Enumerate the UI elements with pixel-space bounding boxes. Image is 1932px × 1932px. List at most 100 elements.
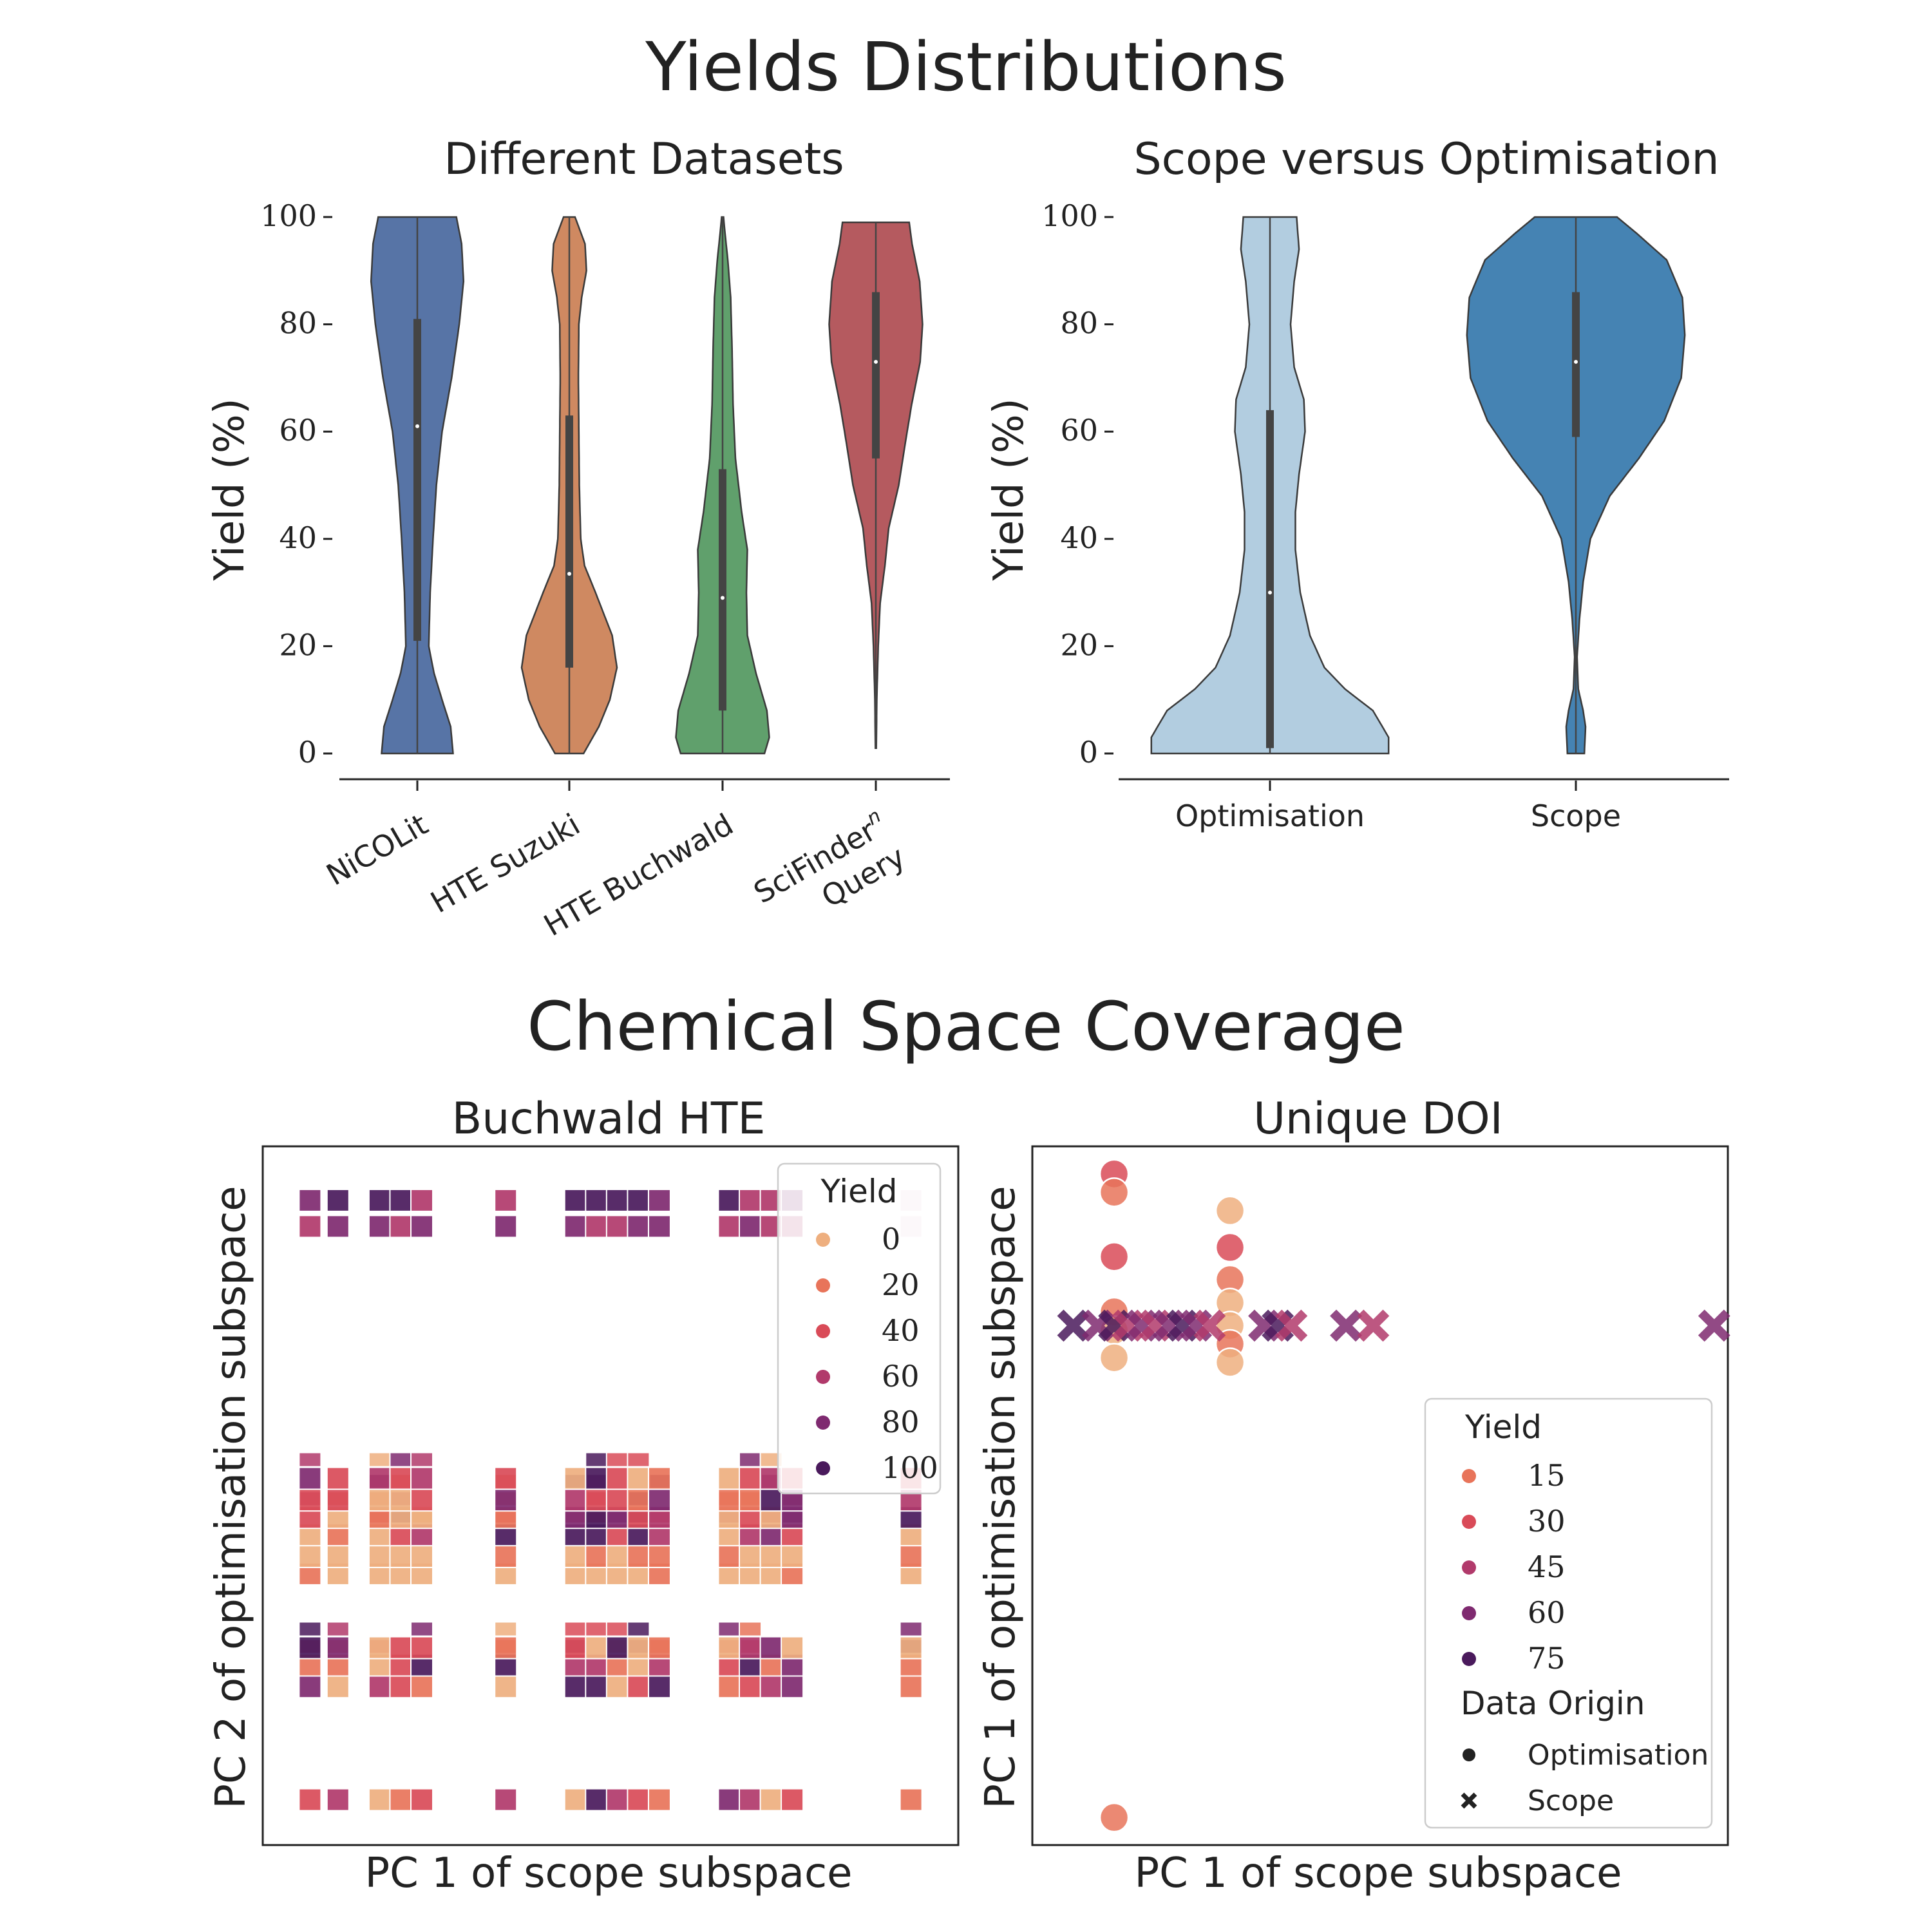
legend-label-45: 45 — [1528, 1549, 1566, 1584]
plot-frame — [1031, 1145, 1729, 1846]
y-tick-label: 100 — [260, 198, 317, 233]
scatter-marker — [585, 1788, 609, 1812]
violin-left-title: Different Datasets — [444, 134, 844, 185]
scatter-chart-unique-doi: Yield 15 30 45 60 75 Data Origin Optimisation Sc… — [1031, 1145, 1730, 1846]
legend-box — [1424, 1397, 1713, 1829]
y-tick-label: 0 — [1079, 735, 1098, 770]
x-tick-label-line: NiCOLit — [321, 807, 434, 893]
scatter-point-optimisation — [1099, 1802, 1130, 1833]
scatter-marker — [410, 1544, 434, 1568]
iqr-box-scope — [1572, 292, 1580, 437]
scatter-marker — [410, 1621, 434, 1637]
scatter-point-scope — [1698, 1309, 1730, 1342]
scatter-marker — [298, 1621, 322, 1637]
scatter-marker — [585, 1188, 609, 1212]
scatter-marker — [717, 1488, 741, 1512]
scatter-marker — [717, 1215, 741, 1238]
scatter-marker — [326, 1188, 350, 1212]
scatter-marker — [739, 1636, 762, 1660]
legend-label-0: 0 — [882, 1222, 900, 1256]
scatter-marker — [759, 1636, 783, 1660]
scatter-marker — [647, 1466, 671, 1490]
violin-left-ylabel: Yield (%) — [206, 398, 254, 581]
legend-marker-0 — [816, 1233, 830, 1247]
scatter-marker — [368, 1636, 392, 1660]
scatter-marker — [410, 1452, 434, 1468]
scatter-point-scope — [1193, 1309, 1226, 1342]
scatter-marker — [410, 1788, 434, 1812]
scatter-marker — [410, 1488, 434, 1512]
scatter-point-scope — [1275, 1309, 1308, 1342]
scatter-marker — [739, 1188, 762, 1212]
legend-label-60: 60 — [1528, 1595, 1566, 1630]
scatter-marker — [410, 1636, 434, 1660]
scatter-marker — [647, 1544, 671, 1568]
median-scope — [1574, 359, 1578, 364]
scatter-marker — [410, 1466, 434, 1490]
median-nicolit — [415, 424, 419, 428]
superscript: n — [863, 804, 885, 830]
scatter-marker — [739, 1215, 762, 1238]
median-hte-suzuki — [567, 571, 571, 576]
y-tick-label: 40 — [1060, 520, 1098, 555]
scatter-marker — [389, 1188, 413, 1212]
scatter-marker — [368, 1215, 392, 1238]
scatter-marker — [494, 1788, 518, 1812]
scatter-marker — [298, 1188, 322, 1212]
scatter-marker — [717, 1636, 741, 1660]
scatter-marker — [717, 1188, 741, 1212]
scatter-marker — [605, 1452, 629, 1468]
scatter-marker — [389, 1452, 413, 1468]
iqr-box-hte-buchwald — [719, 469, 726, 711]
scatter-marker — [494, 1675, 518, 1699]
scatter-marker — [326, 1636, 350, 1660]
y-tick-label: 100 — [1041, 198, 1098, 233]
y-tick-label: 60 — [279, 413, 317, 448]
scatter-marker — [717, 1466, 741, 1490]
scatter-marker — [564, 1188, 587, 1212]
scatter-marker — [759, 1675, 783, 1699]
scatter-point-optimisation — [1099, 1177, 1130, 1208]
y-tick-label: 80 — [279, 306, 317, 341]
x-tick-label-nicolit: NiCOLit — [321, 807, 434, 893]
scatter-marker — [627, 1621, 650, 1637]
scatter-marker — [326, 1466, 350, 1490]
scatter-marker — [410, 1188, 434, 1212]
scatter-marker — [494, 1636, 518, 1660]
scatter-point-optimisation — [1215, 1347, 1245, 1378]
y-tick-label: 0 — [298, 735, 317, 770]
scatter-marker — [605, 1466, 629, 1490]
scatter-marker — [410, 1215, 434, 1238]
scatter-marker — [564, 1544, 587, 1568]
scatter-marker — [759, 1488, 783, 1512]
scatter-right-title: Unique DOI — [1253, 1094, 1502, 1144]
scatter-marker — [739, 1621, 762, 1637]
scatter-marker — [389, 1544, 413, 1568]
scatter-marker — [368, 1675, 392, 1699]
scatter-marker — [368, 1452, 392, 1468]
plot-frame — [261, 1145, 960, 1846]
scatter-marker — [564, 1675, 587, 1699]
scatter-point-optimisation — [1099, 1343, 1130, 1373]
scatter-marker — [605, 1675, 629, 1699]
scatter-marker — [605, 1621, 629, 1637]
scatter-marker — [899, 1636, 923, 1660]
scatter-marker — [781, 1544, 804, 1568]
scatter-point-scope — [1330, 1309, 1363, 1342]
scatter-marker — [627, 1675, 650, 1699]
legend-label-20: 20 — [882, 1267, 920, 1302]
scatter-marker — [326, 1215, 350, 1238]
scatter-marker — [389, 1675, 413, 1699]
scatter-marker — [605, 1636, 629, 1660]
legend-marker-scope — [1461, 1792, 1477, 1809]
x-tick-label-optimisation: Optimisation — [1175, 799, 1365, 833]
median-scifinder-n-query — [874, 359, 878, 364]
scatter-marker — [326, 1544, 350, 1568]
violin-chart-scope-vs-optimisation: 0 20 40 60 80 100 Optimisation Scope — [1041, 198, 1729, 833]
scatter-marker — [585, 1621, 609, 1637]
scatter-marker — [298, 1636, 322, 1660]
iqr-box-hte-suzuki — [565, 415, 573, 668]
figure-title-yields: Yields Distributions — [645, 28, 1287, 106]
scatter-marker — [298, 1675, 322, 1699]
